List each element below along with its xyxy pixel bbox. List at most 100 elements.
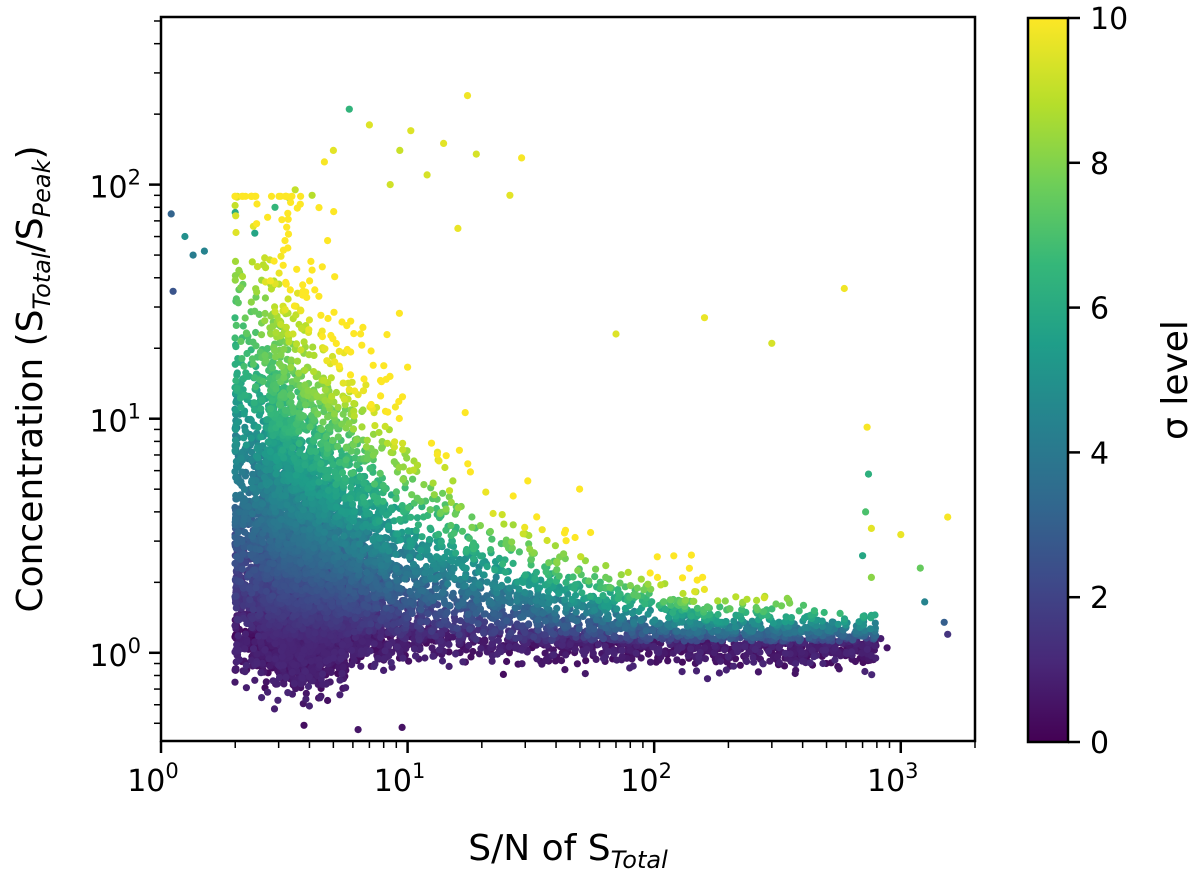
- data-point: [242, 661, 250, 670]
- data-point: [464, 610, 472, 619]
- data-point: [474, 620, 482, 628]
- data-point: [309, 667, 317, 675]
- data-point: [687, 645, 695, 653]
- data-point: [736, 661, 744, 669]
- data-point: [491, 627, 499, 635]
- data-point: [429, 652, 437, 660]
- data-point: [366, 647, 374, 655]
- data-point: [456, 617, 465, 625]
- data-point: [798, 657, 807, 665]
- data-point: [518, 646, 526, 654]
- data-point: [274, 696, 282, 704]
- data-point: [275, 673, 284, 682]
- data-point: [701, 644, 709, 652]
- data-point: [775, 659, 784, 667]
- data-point: [348, 646, 356, 654]
- data-point: [344, 630, 352, 638]
- data-point: [613, 656, 621, 664]
- data-point: [253, 650, 261, 658]
- data-point: [423, 618, 431, 626]
- data-point: [867, 652, 875, 660]
- data-point: [382, 604, 390, 612]
- data-point: [416, 645, 424, 653]
- data-point: [590, 625, 598, 633]
- data-point: [871, 642, 879, 650]
- data-point: [569, 628, 577, 636]
- data-point: [557, 657, 566, 665]
- data-point: [724, 653, 732, 661]
- data-point: [512, 642, 520, 650]
- data-point: [235, 616, 243, 624]
- data-point: [297, 655, 305, 663]
- data-point: [715, 669, 724, 677]
- data-point: [438, 657, 447, 665]
- data-point: [320, 630, 328, 638]
- data-point: [387, 659, 395, 667]
- data-point: [258, 694, 266, 702]
- data-point: [494, 636, 502, 645]
- data-point: [408, 609, 416, 618]
- data-point: [792, 666, 800, 674]
- data-point: [231, 665, 239, 673]
- data-point: [234, 646, 242, 655]
- data-point: [300, 721, 308, 729]
- data-point: [868, 671, 876, 679]
- data-point: [251, 638, 259, 646]
- data-point: [731, 643, 739, 651]
- data-point: [316, 661, 324, 669]
- data-point: [302, 695, 310, 703]
- data-point: [327, 632, 335, 640]
- data-point: [766, 657, 774, 665]
- data-point: [551, 657, 560, 665]
- data-point: [512, 634, 520, 642]
- data-point: [415, 636, 423, 644]
- data-point: [325, 581, 333, 589]
- data-point: [750, 658, 758, 666]
- data-point: [533, 655, 541, 663]
- data-point: [265, 655, 273, 663]
- data-point: [573, 660, 582, 668]
- data-point: [518, 660, 526, 668]
- data-point: [251, 676, 259, 684]
- data-point: [370, 662, 378, 671]
- data-point: [342, 684, 350, 692]
- data-point: [297, 680, 305, 688]
- data-point: [637, 654, 645, 662]
- data-point: [562, 651, 570, 659]
- data-point: [765, 647, 773, 655]
- data-point: [649, 643, 657, 651]
- data-point: [592, 655, 600, 664]
- data-point: [479, 628, 487, 636]
- data-point: [629, 662, 637, 670]
- data-point: [477, 645, 485, 653]
- data-point: [364, 639, 372, 647]
- data-point: [241, 630, 250, 638]
- data-point: [445, 640, 453, 649]
- data-point: [720, 646, 729, 654]
- data-point: [703, 675, 712, 683]
- data-point: [678, 668, 686, 676]
- data-point: [589, 649, 597, 657]
- data-point: [357, 662, 365, 670]
- data-point: [233, 641, 241, 649]
- data-point: [272, 629, 280, 638]
- data-point: [467, 653, 475, 661]
- data-point: [386, 612, 394, 620]
- data-point: [242, 684, 250, 692]
- data-point: [858, 649, 866, 657]
- data-point: [290, 661, 298, 669]
- data-point: [421, 654, 429, 662]
- scatter-points: [167, 92, 952, 734]
- data-point: [288, 668, 296, 676]
- data-point: [792, 660, 800, 668]
- data-point: [505, 643, 513, 651]
- data-point: [806, 659, 814, 667]
- data-point: [282, 673, 290, 682]
- data-point: [377, 633, 385, 641]
- data-point: [678, 643, 686, 651]
- data-point: [231, 678, 239, 686]
- data-point: [264, 688, 272, 696]
- data-point: [318, 680, 327, 689]
- data-point: [254, 632, 263, 640]
